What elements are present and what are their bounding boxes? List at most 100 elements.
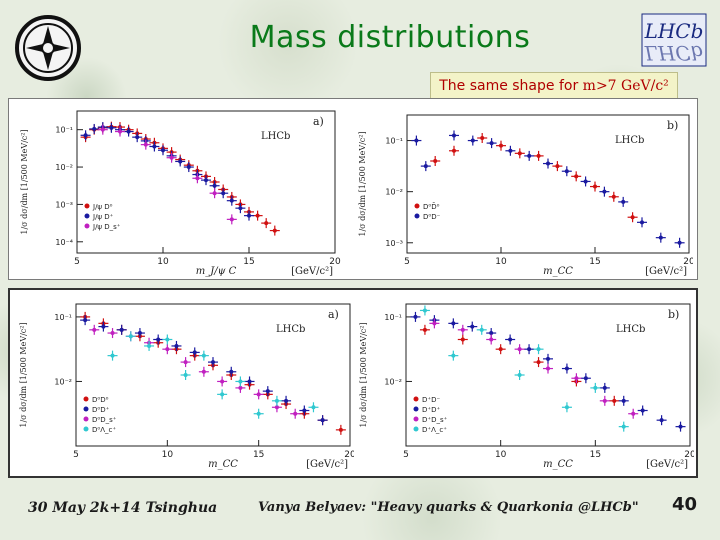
data-point <box>274 405 279 410</box>
lhcb-logo-icon: LHCb LHCb <box>641 13 707 67</box>
experiment-label: LHCb <box>276 324 305 335</box>
data-point <box>165 347 170 352</box>
data-point <box>451 321 456 326</box>
x-tick-label: 20 <box>344 450 354 460</box>
panel-label: b) <box>668 308 679 321</box>
legend-label: D⁰D̄⁰ <box>423 202 440 211</box>
plot-frame <box>76 110 336 254</box>
data-point <box>110 331 115 336</box>
plot-frame <box>75 303 351 447</box>
data-point <box>320 418 325 423</box>
y-tick-label: 10⁻¹ <box>384 313 402 322</box>
data-point <box>101 324 106 329</box>
data-point <box>433 159 438 163</box>
data-point <box>423 164 428 169</box>
data-point <box>611 194 616 199</box>
series-D⁺D_s⁺ <box>429 318 639 419</box>
data-point <box>489 141 494 146</box>
data-point <box>451 353 456 358</box>
data-point <box>284 398 289 403</box>
data-point <box>508 148 513 153</box>
experiment-label: LHCb <box>261 131 290 142</box>
data-point <box>109 125 114 130</box>
x-tick-label: 20 <box>684 450 694 460</box>
data-point <box>460 327 465 332</box>
data-point <box>100 127 105 132</box>
data-point <box>583 179 588 184</box>
data-point <box>574 174 579 179</box>
data-point <box>247 379 252 384</box>
data-point <box>119 327 124 332</box>
y-tick-label: 10⁻² <box>385 188 403 197</box>
y-axis-label: 1/σ dσ/dm [1/500 MeV/c²] <box>19 322 28 427</box>
legend-marker <box>413 416 419 422</box>
data-point <box>238 379 243 384</box>
data-point <box>517 347 522 352</box>
top-figure-panel: 5 10 15 20 10⁻¹ 10⁻² 10⁻³ 10⁻⁴ m_J/ψ C [GeV/c²] 1/… <box>8 98 698 280</box>
data-point <box>470 324 475 329</box>
chart-bottom-right: 5 10 15 20 10⁻¹ 10⁻² m_CC [GeV/c²] 1/σ dσ/dm [1/… <box>359 303 694 470</box>
data-point <box>311 405 316 410</box>
data-point <box>238 206 243 211</box>
data-point <box>265 389 270 394</box>
legend-marker <box>84 223 90 229</box>
chart-bottom-left: 5 10 15 20 10⁻¹ 10⁻² m_CC [GeV/c²] 1/σ dσ/dm [1/… <box>19 303 354 470</box>
experiment-label: LHCb <box>615 135 644 146</box>
data-point <box>229 198 234 203</box>
lhcb-logo-mirror: LHCb <box>644 41 704 65</box>
lhcb-logo-text: LHCb <box>644 19 704 43</box>
data-point <box>302 408 307 413</box>
x-tick-label: 15 <box>589 257 600 267</box>
legend-label: D⁰D⁰ <box>92 396 109 404</box>
y-tick-label: 10⁻³ <box>55 200 73 209</box>
legend-label: D⁺D_s⁺ <box>422 416 448 424</box>
data-point <box>169 155 174 160</box>
data-point <box>83 133 88 138</box>
footer-date: 30 May 2k+14 Tsinghua <box>28 500 218 516</box>
data-point <box>110 353 115 358</box>
x-tick-label: 10 <box>162 450 174 460</box>
data-point <box>212 191 217 196</box>
x-axis-unit: [GeV/c²] <box>306 459 348 470</box>
x-tick-label: 5 <box>404 257 410 267</box>
panel-label: a) <box>313 115 324 128</box>
legend-label: D⁰D_s⁺ <box>92 416 117 424</box>
data-point <box>293 411 298 416</box>
series-D⁰D⁻ <box>411 130 685 248</box>
data-point <box>147 343 152 348</box>
data-point <box>118 129 122 134</box>
x-tick-label: 10 <box>157 257 169 267</box>
legend-marker <box>414 203 420 209</box>
x-tick-label: 5 <box>403 450 409 460</box>
y-tick-label: 10⁻² <box>54 377 72 386</box>
data-point <box>527 153 532 158</box>
x-axis-unit: [GeV/c²] <box>646 459 688 470</box>
data-point <box>135 135 140 140</box>
legend-marker <box>83 416 89 422</box>
data-point <box>602 385 607 390</box>
x-tick-label: 5 <box>73 450 79 460</box>
bottom-figure-panel: 5 10 15 20 10⁻¹ 10⁻² m_CC [GeV/c²] 1/σ dσ/dm [1/… <box>8 288 698 478</box>
data-point <box>546 161 550 166</box>
data-point <box>178 159 183 164</box>
legend-label: D⁰Λ_c⁺ <box>92 426 116 434</box>
data-point <box>527 347 532 352</box>
data-point <box>201 369 206 374</box>
series-D⁺Λ_c⁺ <box>419 305 629 432</box>
experiment-label: LHCb <box>616 324 645 335</box>
legend-label: J/ψ D_s⁺ <box>92 223 121 231</box>
data-point <box>621 199 626 204</box>
data-point <box>165 337 170 342</box>
page-number: 40 <box>672 494 698 515</box>
x-tick-label: 15 <box>253 450 264 460</box>
data-point <box>413 314 418 319</box>
y-tick-label: 10⁻³ <box>385 239 403 248</box>
data-point <box>612 398 617 403</box>
legend-label: D⁰D⁻ <box>423 213 441 221</box>
plot-frame <box>406 114 690 254</box>
data-point <box>574 376 579 381</box>
x-axis-label: m_CC <box>543 266 573 277</box>
data-point <box>274 398 279 403</box>
x-tick-label: 15 <box>590 450 601 460</box>
data-point <box>602 189 607 194</box>
